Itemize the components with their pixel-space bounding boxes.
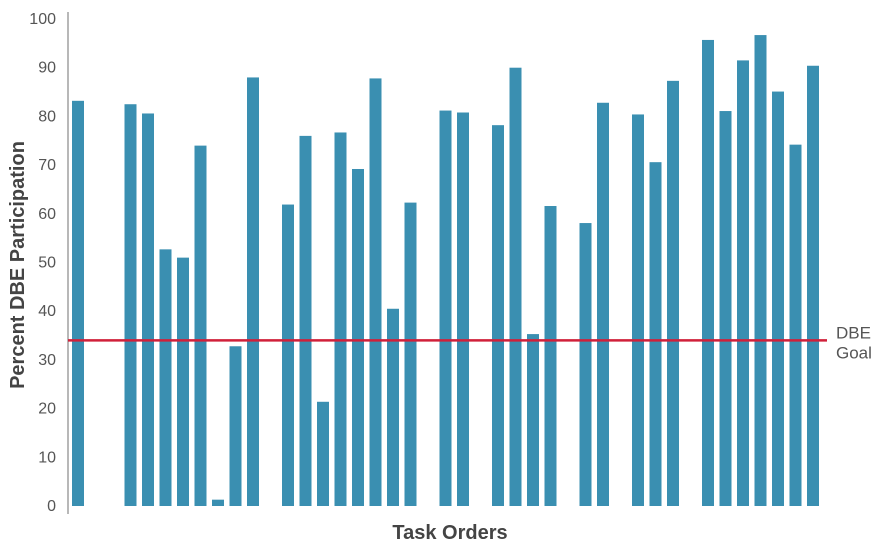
bar: [317, 401, 329, 506]
bar: [212, 499, 224, 506]
y-axis-title: Percent DBE Participation: [7, 141, 29, 389]
y-tick-label: 100: [29, 11, 56, 28]
bar: [737, 60, 749, 507]
bar: [702, 39, 714, 506]
bar: [597, 102, 609, 506]
y-tick-label: 10: [38, 449, 56, 466]
bar: [404, 202, 417, 506]
bar: [194, 145, 207, 506]
y-tick-label: 30: [38, 352, 56, 369]
y-tick-label: 40: [38, 303, 56, 320]
y-tick-label: 70: [38, 157, 56, 174]
y-tick-label: 0: [47, 498, 56, 515]
bar: [142, 113, 154, 506]
x-axis-title: Task Orders: [392, 522, 507, 544]
y-tick-label: 50: [38, 255, 56, 272]
bar: [632, 114, 644, 507]
dbe-goal-label-line1: DBE: [836, 323, 871, 342]
bar: [807, 65, 819, 506]
bar: [72, 100, 84, 506]
bar-series: [72, 35, 819, 507]
y-axis-ticks: 0 10 20 30 40 50 60 70 80 90 100: [29, 11, 56, 515]
y-tick-label: 60: [38, 206, 56, 223]
dbe-goal-label-line2: Goal: [836, 343, 872, 362]
bar: [649, 162, 662, 507]
bar: [229, 346, 242, 506]
bar: [247, 77, 259, 506]
bar: [509, 67, 522, 506]
bar: [579, 223, 592, 507]
bar: [352, 168, 364, 506]
bar: [492, 125, 504, 506]
bar: [754, 35, 767, 507]
bar: [789, 144, 802, 506]
bar: [387, 308, 399, 506]
bar: [334, 132, 347, 506]
bar: [544, 206, 557, 506]
bar: [177, 257, 189, 506]
bar: [159, 249, 172, 506]
y-tick-label: 90: [38, 60, 56, 77]
bar: [124, 104, 137, 506]
bar: [772, 91, 784, 507]
bar: [719, 111, 732, 506]
bar: [282, 204, 294, 506]
bar: [439, 110, 452, 506]
bar: [369, 78, 382, 506]
bar: [457, 112, 469, 506]
bar: [299, 135, 312, 506]
bar: [667, 80, 679, 506]
y-tick-label: 80: [38, 108, 56, 125]
bar: [527, 334, 539, 506]
y-tick-label: 20: [38, 401, 56, 418]
